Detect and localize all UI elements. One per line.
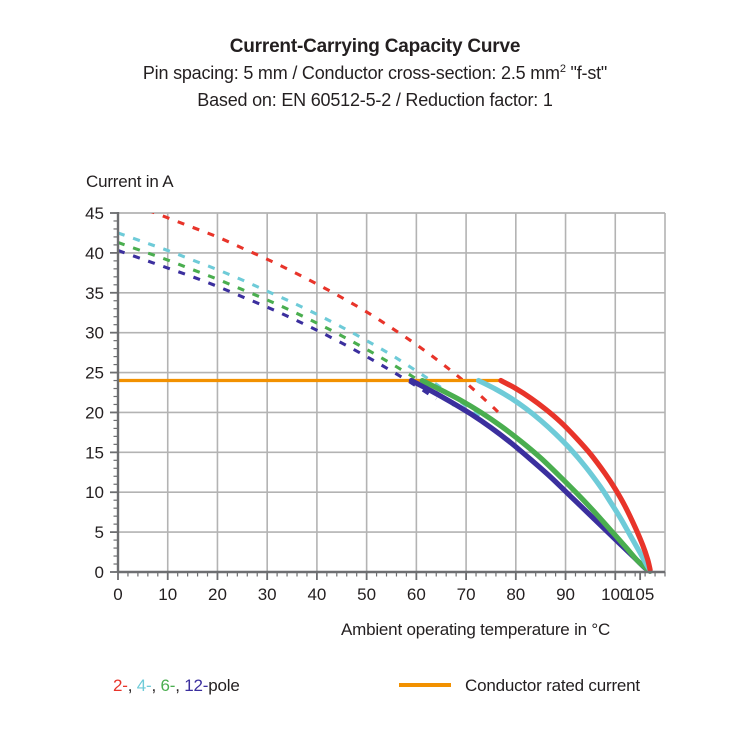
legend-item-12-pole: 12- bbox=[184, 676, 209, 695]
legend-separator-1: , bbox=[127, 676, 137, 695]
legend-separator-3: , bbox=[175, 676, 185, 695]
axis-layer bbox=[116, 212, 665, 574]
chart-legend: 2-, 4-, 6-, 12-pole Conductor rated curr… bbox=[0, 676, 750, 710]
legend-item-4-pole: 4- bbox=[136, 676, 152, 695]
chart-title: Current-Carrying Capacity Curve bbox=[229, 36, 521, 57]
y-tick-label: 15 bbox=[85, 443, 104, 462]
chart-subtitle-line-1: Pin spacing: 5 mm / Conductor cross-sect… bbox=[0, 60, 750, 87]
x-tick-label: 20 bbox=[208, 585, 227, 604]
x-tick-label: 0 bbox=[113, 585, 122, 604]
dashed-curve-4-pole bbox=[118, 231, 482, 420]
x-tick-label: 50 bbox=[357, 585, 376, 604]
subtitle-text-b: "f-st" bbox=[565, 63, 608, 83]
gridline-layer bbox=[118, 212, 666, 572]
solid-curve-2-pole bbox=[498, 377, 653, 573]
x-tick-label: 80 bbox=[506, 585, 525, 604]
rated-current-line-layer bbox=[118, 377, 653, 574]
y-tick-label: 30 bbox=[85, 324, 104, 343]
y-tick-label: 35 bbox=[85, 284, 104, 303]
legend-pole-suffix: pole bbox=[208, 676, 240, 695]
y-tick-label: 45 bbox=[85, 204, 104, 223]
x-tick-label: 60 bbox=[407, 585, 426, 604]
chart-title-block: Current-Carrying Capacity Curve Pin spac… bbox=[0, 34, 750, 114]
x-tick-label: 105 bbox=[626, 585, 654, 604]
curve-layer bbox=[118, 213, 502, 420]
legend-rated-label: Conductor rated current bbox=[465, 676, 640, 695]
y-tick-label: 0 bbox=[95, 563, 104, 582]
x-tick-label: 100 bbox=[601, 585, 629, 604]
y-tick-label: 5 bbox=[95, 523, 104, 542]
y-tick-label: 40 bbox=[85, 244, 104, 263]
dashed-curve-2-pole bbox=[150, 213, 502, 416]
x-tick-label: 70 bbox=[457, 585, 476, 604]
solid-curve-4-pole bbox=[475, 377, 653, 574]
y-tick-label: 10 bbox=[85, 483, 104, 502]
legend-item-6-pole: 6- bbox=[160, 676, 176, 695]
dashed-curve-6-pole bbox=[118, 241, 458, 409]
legend-rated-current: Conductor rated current bbox=[399, 676, 640, 696]
legend-line-swatch-icon bbox=[399, 683, 451, 688]
minor-tick-layer bbox=[110, 212, 666, 580]
subtitle-text-a: Pin spacing: 5 mm / Conductor cross-sect… bbox=[142, 63, 560, 83]
dashed-curve-12-pole bbox=[118, 249, 438, 401]
y-axis-title: Current in A bbox=[86, 172, 174, 191]
x-tick-label: 30 bbox=[258, 585, 277, 604]
chart-subtitle-line-2: Based on: EN 60512-5-2 / Reduction facto… bbox=[197, 90, 553, 110]
solid-curve-6-pole bbox=[419, 377, 653, 574]
x-axis-title: Ambient operating temperature in °C bbox=[341, 620, 611, 639]
x-tick-label: 40 bbox=[307, 585, 326, 604]
legend-pole-series: 2-, 4-, 6-, 12-pole bbox=[113, 676, 240, 696]
y-tick-label: 20 bbox=[85, 403, 104, 422]
x-tick-label: 10 bbox=[158, 585, 177, 604]
legend-item-2-pole: 2- bbox=[113, 676, 128, 695]
legend-separator-2: , bbox=[151, 676, 161, 695]
x-tick-label: 90 bbox=[556, 585, 575, 604]
subtitle-superscript: 2 bbox=[559, 63, 566, 75]
y-tick-label: 25 bbox=[85, 364, 104, 383]
